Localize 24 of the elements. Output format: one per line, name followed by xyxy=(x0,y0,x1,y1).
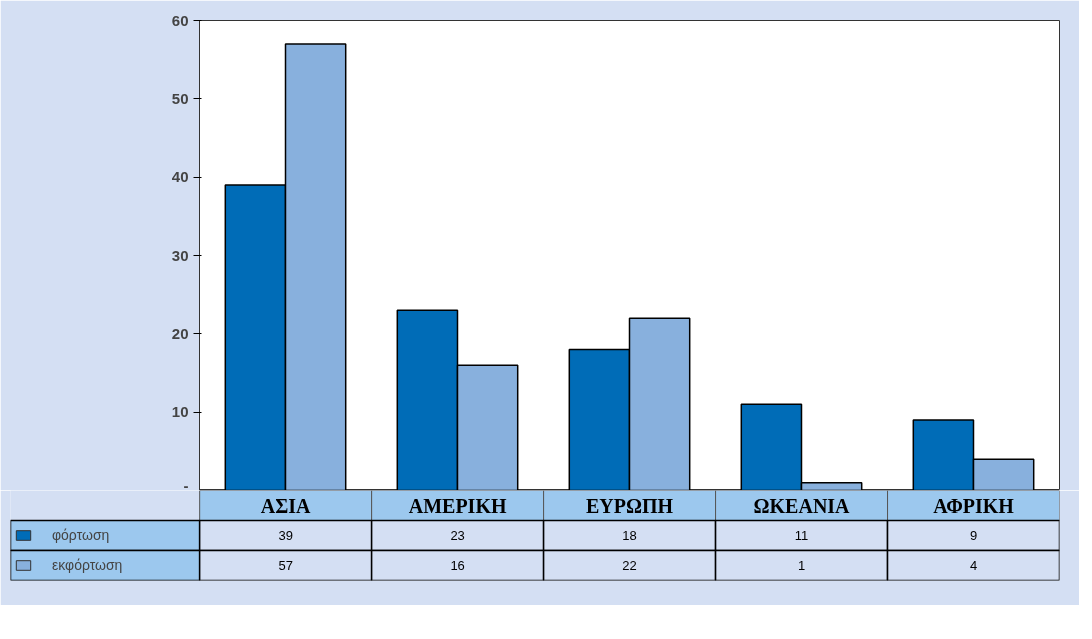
x-tick-label: ΩΚΕΑΝΙΑ xyxy=(753,494,851,517)
legend-label: εκφόρτωση xyxy=(52,556,123,575)
y-tick-label: 20 xyxy=(171,324,189,342)
data-label: 57 xyxy=(278,558,293,573)
y-tick-label: 10 xyxy=(171,403,189,421)
x-tick-label: ΑΣΙΑ xyxy=(260,494,312,517)
data-label: 22 xyxy=(622,558,637,573)
y-tick-label: - xyxy=(183,476,189,494)
x-tick-label: ΑΦΡΙΚΗ xyxy=(933,494,1015,517)
y-tick-label: 50 xyxy=(171,89,189,107)
data-label: 4 xyxy=(969,558,978,573)
x-tick-label: ΑΜΕΡΙΚΗ xyxy=(408,494,507,517)
y-tick-label: 30 xyxy=(171,246,189,264)
y-tick-label: 40 xyxy=(171,168,189,186)
x-tick-label: ΕΥΡΩΠΗ xyxy=(586,494,674,517)
legend-label: φόρτωση xyxy=(52,526,110,545)
data-label: 11 xyxy=(794,528,809,543)
data-label: 9 xyxy=(969,528,978,543)
data-label: 16 xyxy=(450,558,465,573)
y-tick-label: 60 xyxy=(171,11,189,29)
data-label: 39 xyxy=(278,528,293,543)
data-label: 23 xyxy=(450,528,465,543)
data-label: 18 xyxy=(622,528,637,543)
data-label: 1 xyxy=(797,558,806,573)
